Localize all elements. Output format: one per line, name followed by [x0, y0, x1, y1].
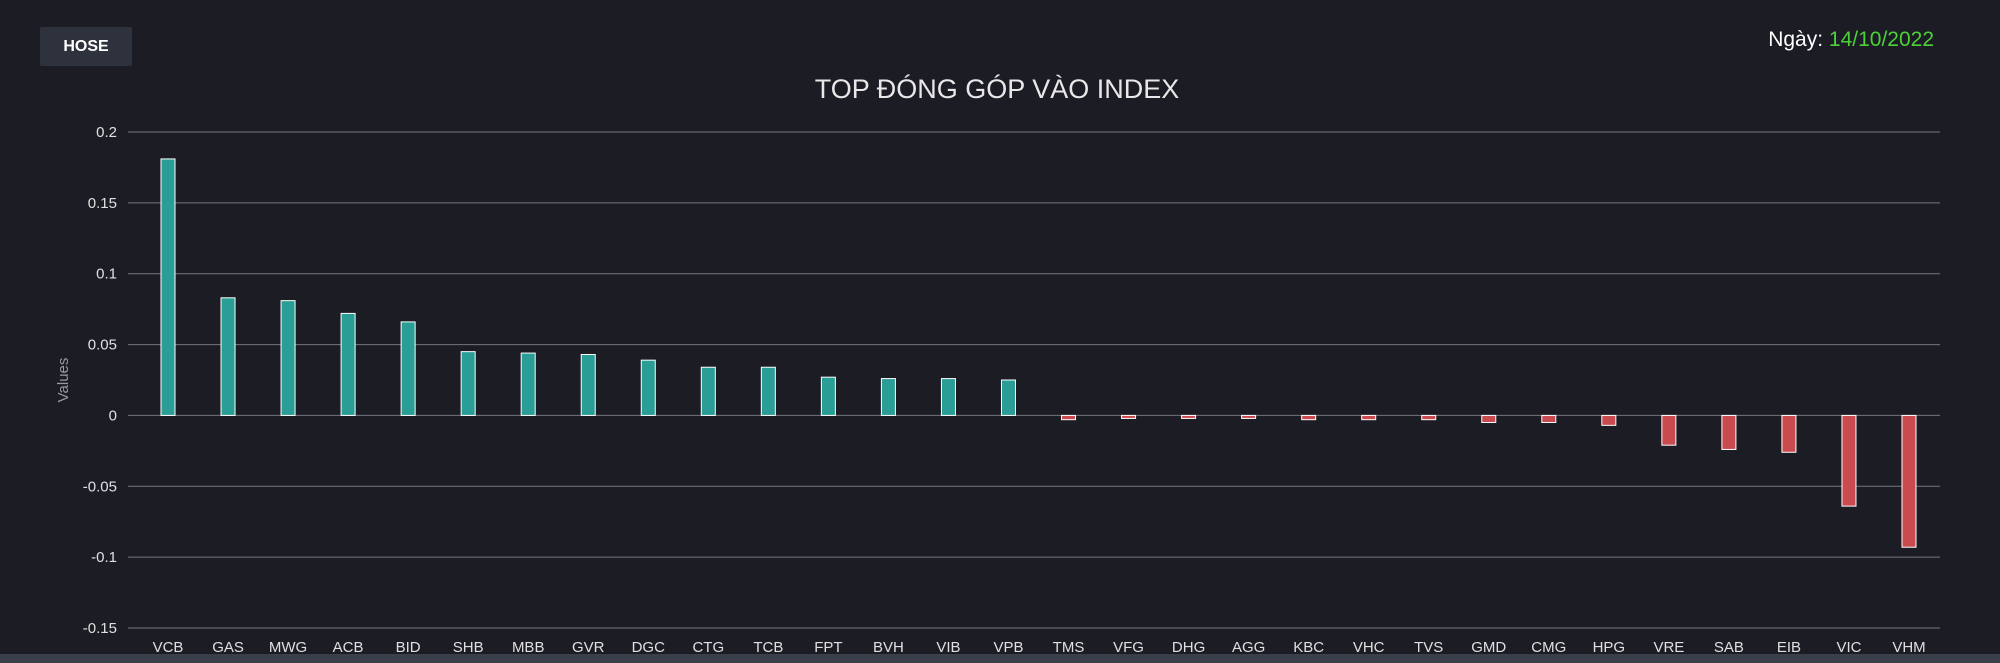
bar-vpb — [1000, 379, 1016, 416]
chart-title: TOP ĐÓNG GÓP VÀO INDEX — [814, 74, 1180, 104]
y-axis-title: Values — [55, 358, 72, 403]
x-tick-label: VRE — [1653, 639, 1684, 656]
bar-tms — [1061, 414, 1077, 421]
x-tick-label: DHG — [1172, 639, 1205, 656]
bar-fpt — [820, 376, 836, 416]
bar-hpg — [1601, 414, 1617, 426]
bar-acb — [340, 312, 356, 416]
x-tick-label: EIB — [1777, 639, 1801, 656]
y-tick-label: -0.15 — [83, 620, 117, 637]
y-tick-label: 0 — [109, 407, 117, 424]
bar-gmd — [1481, 414, 1497, 424]
x-tick-label: CTG — [692, 639, 724, 656]
bar-vfg — [1121, 414, 1137, 419]
x-tick-label: HPG — [1593, 639, 1626, 656]
x-tick-label: GAS — [212, 639, 244, 656]
bar-tvs — [1421, 414, 1437, 421]
bar-dgc — [640, 359, 656, 416]
x-tick-label: VIB — [936, 639, 960, 656]
date-value: 14/10/2022 — [1828, 28, 1934, 51]
bar-vhm — [1901, 414, 1917, 548]
bar-kbc — [1301, 414, 1317, 421]
x-tick-label: BID — [396, 639, 421, 656]
bar-dhg — [1181, 414, 1197, 419]
x-tick-label: VFG — [1113, 639, 1144, 656]
x-tick-label: FPT — [814, 639, 842, 656]
bar-vre — [1661, 414, 1677, 446]
bar-tcb — [760, 366, 776, 416]
x-tick-label: VCB — [153, 639, 184, 656]
x-tick-label: VHC — [1353, 639, 1385, 656]
x-tick-label: VIC — [1836, 639, 1861, 656]
y-tick-label: 0.2 — [96, 124, 117, 141]
bar-sab — [1721, 414, 1737, 450]
bar-gas — [220, 297, 236, 416]
bar-bid — [400, 321, 416, 416]
bar-shb — [460, 351, 476, 416]
x-tick-label: MWG — [269, 639, 307, 656]
x-tick-label: MBB — [512, 639, 545, 656]
x-tick-label: GMD — [1471, 639, 1506, 656]
bar-mbb — [520, 352, 536, 416]
y-tick-label: 0.15 — [88, 195, 117, 212]
date-display: Ngày: 14/10/2022 — [1768, 28, 1934, 52]
x-tick-label: AGG — [1232, 639, 1265, 656]
horizontal-scrollbar[interactable] — [0, 654, 2000, 663]
x-tick-label: GVR — [572, 639, 605, 656]
y-tick-label: 0.1 — [96, 266, 117, 283]
x-tick-label: VPB — [993, 639, 1023, 656]
bar-vib — [940, 378, 956, 416]
x-tick-label: BVH — [873, 639, 904, 656]
bar-cmg — [1541, 414, 1557, 424]
x-tick-label: ACB — [333, 639, 364, 656]
x-tick-label: DGC — [632, 639, 666, 656]
y-tick-label: -0.05 — [83, 478, 117, 495]
x-tick-label: KBC — [1293, 639, 1324, 656]
x-tick-label: TCB — [753, 639, 783, 656]
bar-vhc — [1361, 414, 1377, 421]
x-tick-label: CMG — [1531, 639, 1566, 656]
y-tick-label: 0.05 — [88, 337, 117, 354]
bar-mwg — [280, 300, 296, 416]
exchange-button[interactable]: HOSE — [40, 27, 132, 66]
x-tick-label: VHM — [1892, 639, 1925, 656]
x-tick-label: SAB — [1714, 639, 1744, 656]
bar-eib — [1781, 414, 1797, 453]
bar-agg — [1241, 414, 1257, 419]
x-tick-label: SHB — [453, 639, 484, 656]
y-tick-label: -0.1 — [91, 549, 117, 566]
bar-bvh — [880, 378, 896, 416]
date-label: Ngày: — [1768, 28, 1824, 51]
bar-gvr — [580, 353, 596, 416]
x-tick-label: TMS — [1053, 639, 1085, 656]
x-tick-label: TVS — [1414, 639, 1443, 656]
bar-vic — [1841, 414, 1857, 507]
bar-ctg — [700, 366, 716, 416]
bar-vcb — [160, 158, 176, 416]
